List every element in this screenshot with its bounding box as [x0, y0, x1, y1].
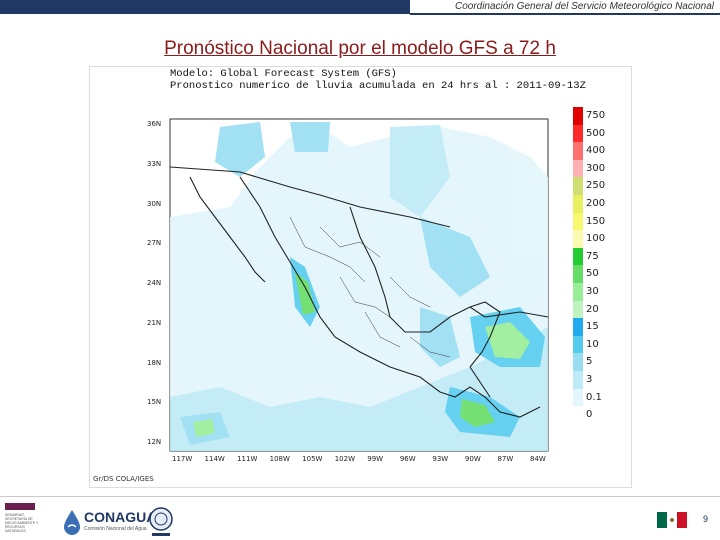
conagua-brand: CONAGUA — [84, 509, 157, 525]
legend-label: 0 — [586, 409, 593, 421]
semarnat-logo: SEMARNAT SECRETARÍA DE MEDIO AMBIENTE Y … — [5, 503, 59, 537]
legend-label: 200 — [586, 198, 606, 209]
precipitation-map — [169, 118, 549, 452]
semarnat-text: SEMARNAT SECRETARÍA DE MEDIO AMBIENTE Y … — [5, 513, 39, 533]
legend-label: 30 — [586, 286, 599, 297]
latitude-label: 24N — [147, 279, 162, 287]
legend-label: 750 — [586, 110, 606, 121]
legend-label: 100 — [586, 233, 606, 245]
legend-label: 400 — [586, 145, 606, 157]
longitude-label: 84W — [530, 455, 546, 463]
smn-seal-icon — [149, 507, 173, 536]
legend-label: 75 — [586, 250, 599, 262]
page-number: 9 — [703, 514, 709, 524]
conagua-logo: CONAGUA Comisión Nacional del Agua — [62, 507, 174, 537]
legend-swatch — [573, 318, 583, 336]
water-drop-icon — [64, 510, 80, 535]
legend-swatch — [573, 371, 583, 389]
longitude-label: 114W — [204, 455, 225, 463]
forecast-map-panel: Modelo: Global Forecast System (GFS) Pro… — [89, 66, 632, 488]
legend-swatch — [573, 388, 583, 407]
latitude-label: 21N — [147, 318, 162, 327]
slide-title: Pronóstico Nacional por el modelo GFS a … — [164, 38, 556, 59]
legend-label: 20 — [586, 303, 599, 315]
legend-swatch — [573, 195, 583, 213]
legend-swatch — [573, 159, 583, 178]
legend-swatch — [573, 283, 583, 301]
map-credit: Gr/DS COLA/IGES — [93, 475, 154, 483]
legend-swatch — [573, 124, 583, 143]
header-line — [410, 13, 720, 15]
legend-label: 15 — [586, 321, 599, 333]
longitude-label: 93W — [432, 455, 449, 463]
map-model-line: Modelo: Global Forecast System (GFS) — [170, 68, 397, 80]
latitude-label: 33N — [147, 159, 162, 168]
organization-name: Coordinación General del Servicio Meteor… — [454, 1, 714, 12]
legend-swatch — [573, 406, 583, 424]
header-bar — [0, 0, 410, 14]
longitude-label: 87W — [497, 455, 514, 463]
legend-label: 500 — [586, 127, 606, 139]
legend-swatch — [573, 230, 583, 248]
legend-swatch — [573, 142, 583, 160]
legend-swatch — [573, 177, 583, 195]
longitude-label: 105W — [302, 455, 323, 463]
coastlines — [169, 166, 549, 418]
legend-swatch — [573, 300, 583, 319]
latitude-label: 30N — [147, 199, 162, 208]
longitude-label: 90W — [464, 455, 481, 463]
map-product-line: Pronostico numerico de lluvia acumulada … — [170, 80, 586, 92]
latitude-label: 12N — [147, 438, 162, 446]
mexico-flag-icon — [657, 512, 687, 528]
legend-label: 150 — [586, 215, 606, 227]
legend-label: 3 — [586, 374, 593, 385]
legend-label: 250 — [586, 180, 606, 192]
longitude-label: 99W — [367, 455, 384, 463]
longitude-label: 102W — [334, 455, 356, 463]
legend-label: 0.1 — [586, 391, 602, 403]
latitude-label: 18N — [147, 358, 162, 367]
longitude-label: 96W — [399, 455, 416, 463]
longitude-label: 111W — [237, 455, 258, 463]
footer-divider — [0, 496, 720, 497]
legend-label: 50 — [586, 268, 599, 280]
legend-swatch — [573, 107, 583, 125]
legend-swatch — [573, 247, 583, 266]
conagua-subtitle: Comisión Nacional del Agua — [84, 526, 147, 532]
longitude-label: 117W — [172, 455, 193, 463]
legend-swatch — [573, 212, 583, 231]
latitude-label: 36N — [147, 120, 162, 128]
precip-fields — [170, 122, 548, 451]
state-borders — [289, 216, 451, 358]
legend-swatch — [573, 335, 583, 354]
legend-swatch — [573, 265, 583, 283]
legend-label: 10 — [586, 338, 599, 350]
longitude-label: 108W — [269, 455, 290, 463]
latitude-label: 15N — [147, 398, 162, 407]
latitude-label: 27N — [147, 239, 162, 248]
legend-swatch — [573, 353, 583, 371]
legend-label: 300 — [586, 162, 606, 174]
legend-label: 5 — [586, 356, 593, 368]
